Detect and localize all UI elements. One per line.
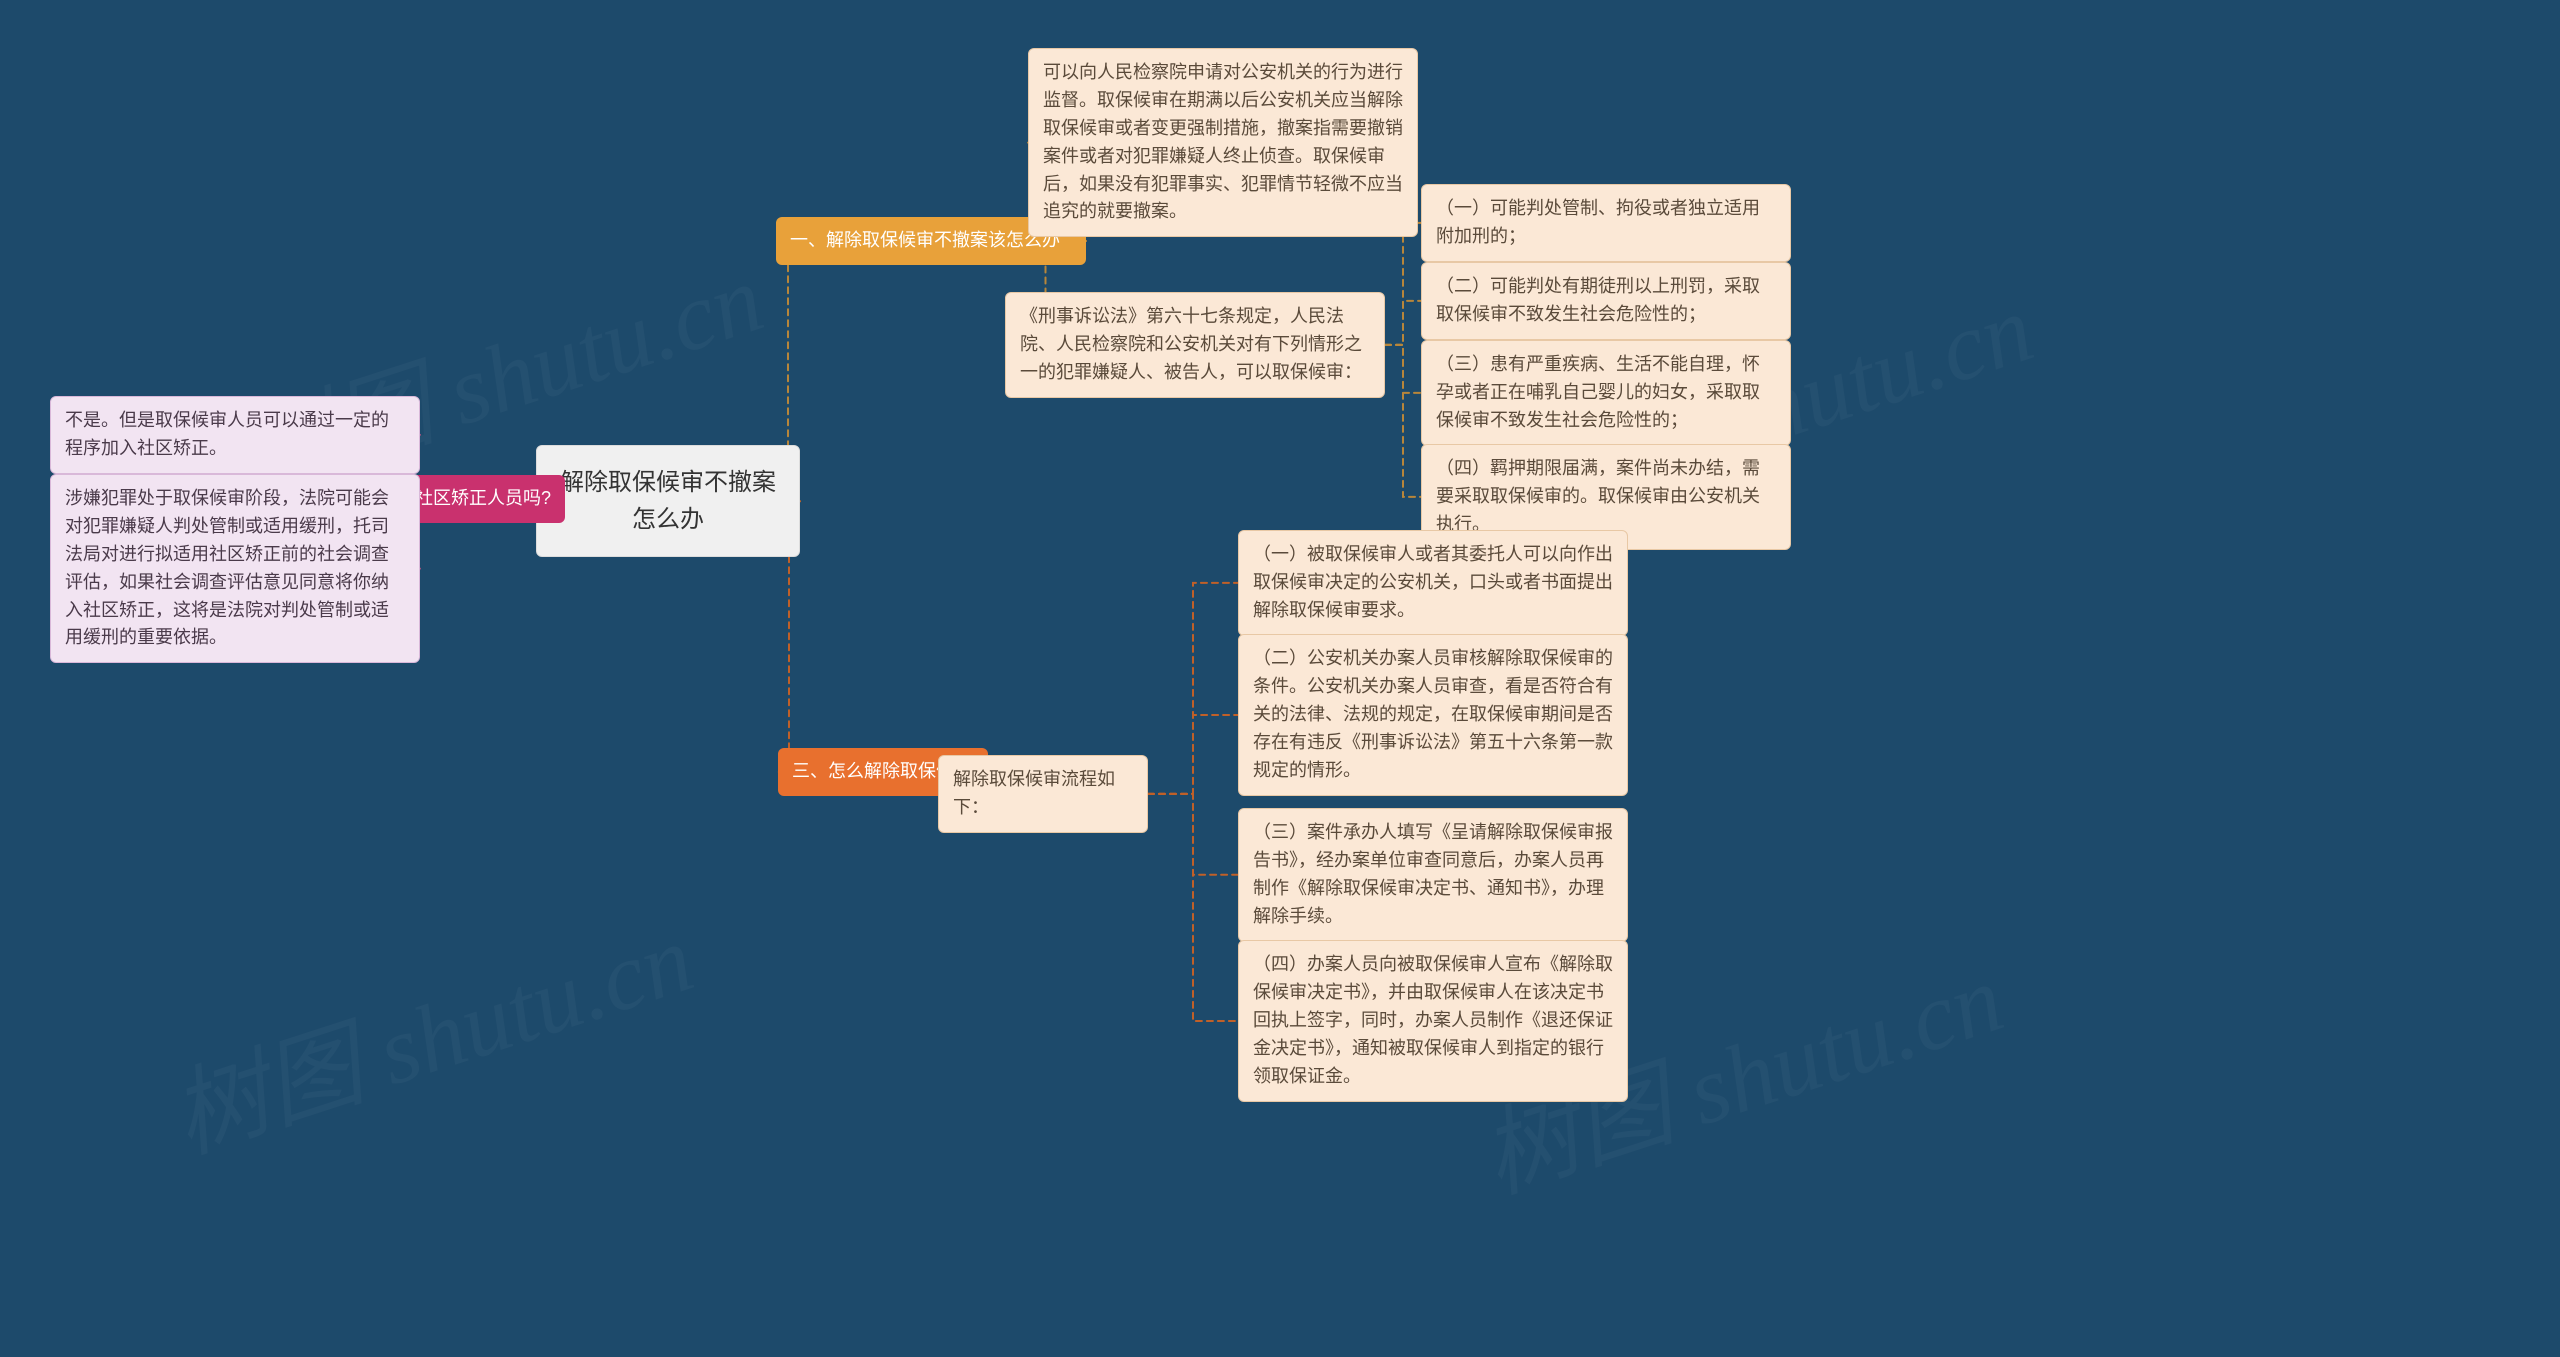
connector <box>1148 794 1238 875</box>
mindmap-node-r3a1[interactable]: （一）被取保候审人或者其委托人可以向作出取保候审决定的公安机关，口头或者书面提出… <box>1238 530 1628 636</box>
connector <box>1385 223 1421 345</box>
mindmap-node-r3a3[interactable]: （三）案件承办人填写《呈请解除取保候审报告书》，经办案单位审查同意后，办案人员再… <box>1238 808 1628 942</box>
mindmap-node-r1b3[interactable]: （三）患有严重疾病、生活不能自理，怀孕或者正在哺乳自己婴儿的妇女，采取取保候审不… <box>1421 340 1791 446</box>
watermark: 树图 shutu.cn <box>152 880 707 1179</box>
connector <box>1385 345 1421 393</box>
mindmap-node-r3a2[interactable]: （二）公安机关办案人员审核解除取保候审的条件。公安机关办案人员审查，看是否符合有… <box>1238 634 1628 796</box>
mindmap-node-r1b1[interactable]: （一）可能判处管制、拘役或者独立适用附加刑的； <box>1421 184 1791 262</box>
mindmap-node-r1a[interactable]: 可以向人民检察院申请对公安机关的行为进行监督。取保候审在期满以后公安机关应当解除… <box>1028 48 1418 237</box>
connector <box>1385 345 1421 497</box>
connector <box>1148 583 1238 794</box>
mindmap-node-r3a4[interactable]: （四）办案人员向被取保候审人宣布《解除取保候审决定书》，并由取保候审人在该决定书… <box>1238 940 1628 1102</box>
connector <box>1148 794 1238 1021</box>
mindmap-node-center[interactable]: 解除取保候审不撤案怎么办 <box>536 445 800 557</box>
mindmap-node-r1b[interactable]: 《刑事诉讼法》第六十七条规定，人民法院、人民检察院和公安机关对有下列情形之一的犯… <box>1005 292 1385 398</box>
connector <box>1385 301 1421 345</box>
mindmap-node-l2a[interactable]: 不是。但是取保候审人员可以通过一定的程序加入社区矫正。 <box>50 396 420 474</box>
mindmap-node-r3a[interactable]: 解除取保候审流程如下： <box>938 755 1148 833</box>
mindmap-node-r1b2[interactable]: （二）可能判处有期徒刑以上刑罚，采取取保候审不致发生社会危险性的； <box>1421 262 1791 340</box>
mindmap-node-l2b[interactable]: 涉嫌犯罪处于取保候审阶段，法院可能会对犯罪嫌疑人判处管制或适用缓刑，托司法局对进… <box>50 474 420 663</box>
connector <box>1148 715 1238 794</box>
